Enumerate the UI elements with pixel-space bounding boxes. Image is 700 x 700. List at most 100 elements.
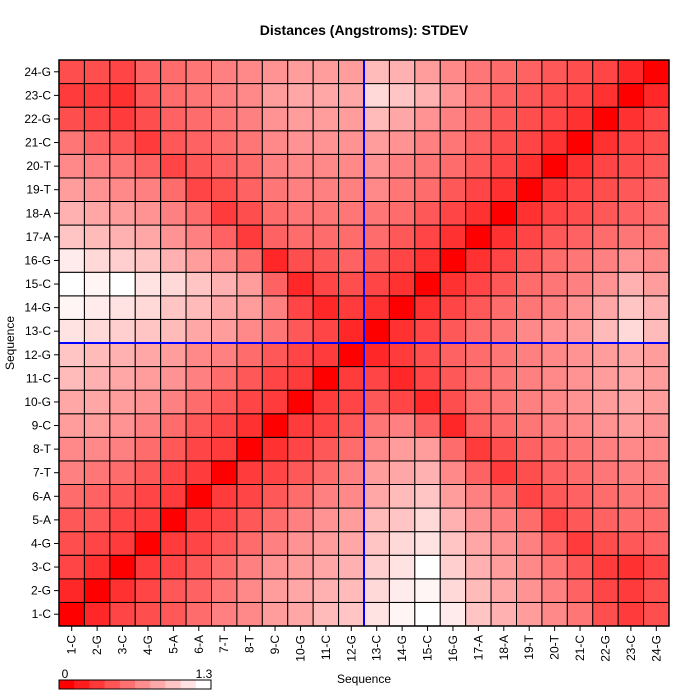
heatmap-cell (58, 224, 85, 250)
heatmap-cell (312, 59, 340, 85)
heatmap-cell (592, 224, 619, 250)
heatmap-cell (363, 366, 390, 391)
heatmap-cell (541, 59, 568, 85)
y-tick-label: 17-A (26, 230, 51, 244)
heatmap-cell (516, 460, 543, 485)
heatmap-cell (134, 201, 162, 226)
heatmap-cell (338, 342, 365, 368)
colorbar-border (58, 679, 212, 690)
heatmap-cell (211, 484, 238, 509)
heatmap-cell (439, 248, 467, 273)
heatmap-cell (160, 554, 187, 580)
heatmap-cell (109, 271, 136, 297)
heatmap-cell (490, 224, 518, 250)
heatmap-cell (83, 531, 111, 556)
heatmap-cell (287, 130, 314, 155)
heatmap-cell (211, 578, 238, 603)
heatmap-cell (83, 389, 111, 415)
heatmap-cell (516, 177, 543, 203)
heatmap-cell (592, 106, 619, 132)
heatmap-cell (312, 83, 340, 108)
heatmap-cell (160, 460, 187, 485)
heatmap-cell (490, 295, 518, 320)
heatmap-cell (592, 271, 619, 297)
heatmap-cell (211, 295, 238, 320)
heatmap-cell (465, 177, 492, 203)
heatmap-cell (185, 153, 212, 179)
heatmap-cell (566, 601, 594, 627)
heatmap-cell (109, 389, 136, 415)
heatmap-cell (617, 224, 645, 250)
heatmap-cell (414, 318, 441, 344)
heatmap-cell (566, 484, 594, 509)
y-tick-label: 13-C (25, 324, 51, 338)
colorbar-segment (195, 680, 212, 689)
heatmap-cell (439, 106, 467, 132)
heatmap-cell (643, 295, 670, 320)
heatmap-cell (388, 177, 416, 203)
heatmap-cell (643, 248, 670, 273)
heatmap-cell (338, 578, 365, 603)
heatmap-cell (643, 389, 670, 415)
heatmap-cell (592, 366, 619, 391)
heatmap-cell (465, 59, 492, 85)
heatmap-cell (312, 413, 340, 438)
heatmap-cell (363, 295, 390, 320)
x-tick-label: 24-G (649, 635, 663, 662)
heatmap-cell (592, 177, 619, 203)
heatmap-cell (617, 271, 645, 297)
heatmap-cell (109, 106, 136, 132)
heatmap-cell (617, 106, 645, 132)
heatmap-cell (211, 153, 238, 179)
y-tick-label: 9-C (32, 419, 52, 433)
heatmap-cell (592, 130, 619, 155)
heatmap-cell (160, 201, 187, 226)
y-tick-label: 19-T (26, 183, 51, 197)
heatmap-cell (388, 201, 416, 226)
heatmap-cell (414, 413, 441, 438)
y-tick-label: 3-C (32, 560, 52, 574)
heatmap-cell (617, 578, 645, 603)
colorbar-segment (180, 680, 197, 689)
heatmap-cell (83, 554, 111, 580)
heatmap-cell (516, 248, 543, 273)
heatmap-cell (109, 342, 136, 368)
heatmap-cell (465, 106, 492, 132)
heatmap-cell (439, 224, 467, 250)
heatmap-cell (516, 130, 543, 155)
heatmap-cell (388, 83, 416, 108)
heatmap-cell (312, 389, 340, 415)
y-tick-label: 21-C (25, 136, 51, 150)
heatmap-cell (439, 318, 467, 344)
heatmap-cell (58, 153, 85, 179)
heatmap-cell (58, 507, 85, 533)
heatmap-cell (83, 224, 111, 250)
x-tick-label: 10-G (293, 635, 307, 662)
heatmap-cell (134, 295, 162, 320)
heatmap-cell (261, 106, 289, 132)
heatmap-cell (439, 389, 467, 415)
heatmap-cell (287, 389, 314, 415)
x-tick-label: 12-G (344, 635, 358, 662)
heatmap-cell (211, 201, 238, 226)
heatmap-cell (566, 460, 594, 485)
heatmap-cell (439, 460, 467, 485)
heatmap-cell (287, 177, 314, 203)
heatmap-cell (338, 153, 365, 179)
heatmap-cell (211, 389, 238, 415)
x-tick-label: 22-G (598, 635, 612, 662)
heatmap-cell (185, 271, 212, 297)
heatmap-cell (490, 153, 518, 179)
heatmap-cell (261, 413, 289, 438)
y-tick-label: 1-C (32, 607, 52, 621)
heatmap-cell (490, 460, 518, 485)
heatmap-cell (617, 153, 645, 179)
x-tick-label: 19-T (522, 634, 536, 659)
heatmap-cell (566, 295, 594, 320)
heatmap-cell (617, 436, 645, 462)
heatmap-cell (261, 83, 289, 108)
heatmap-cell (338, 59, 365, 85)
heatmap-cell (363, 413, 390, 438)
heatmap-cell (134, 366, 162, 391)
heatmap-cell (338, 295, 365, 320)
